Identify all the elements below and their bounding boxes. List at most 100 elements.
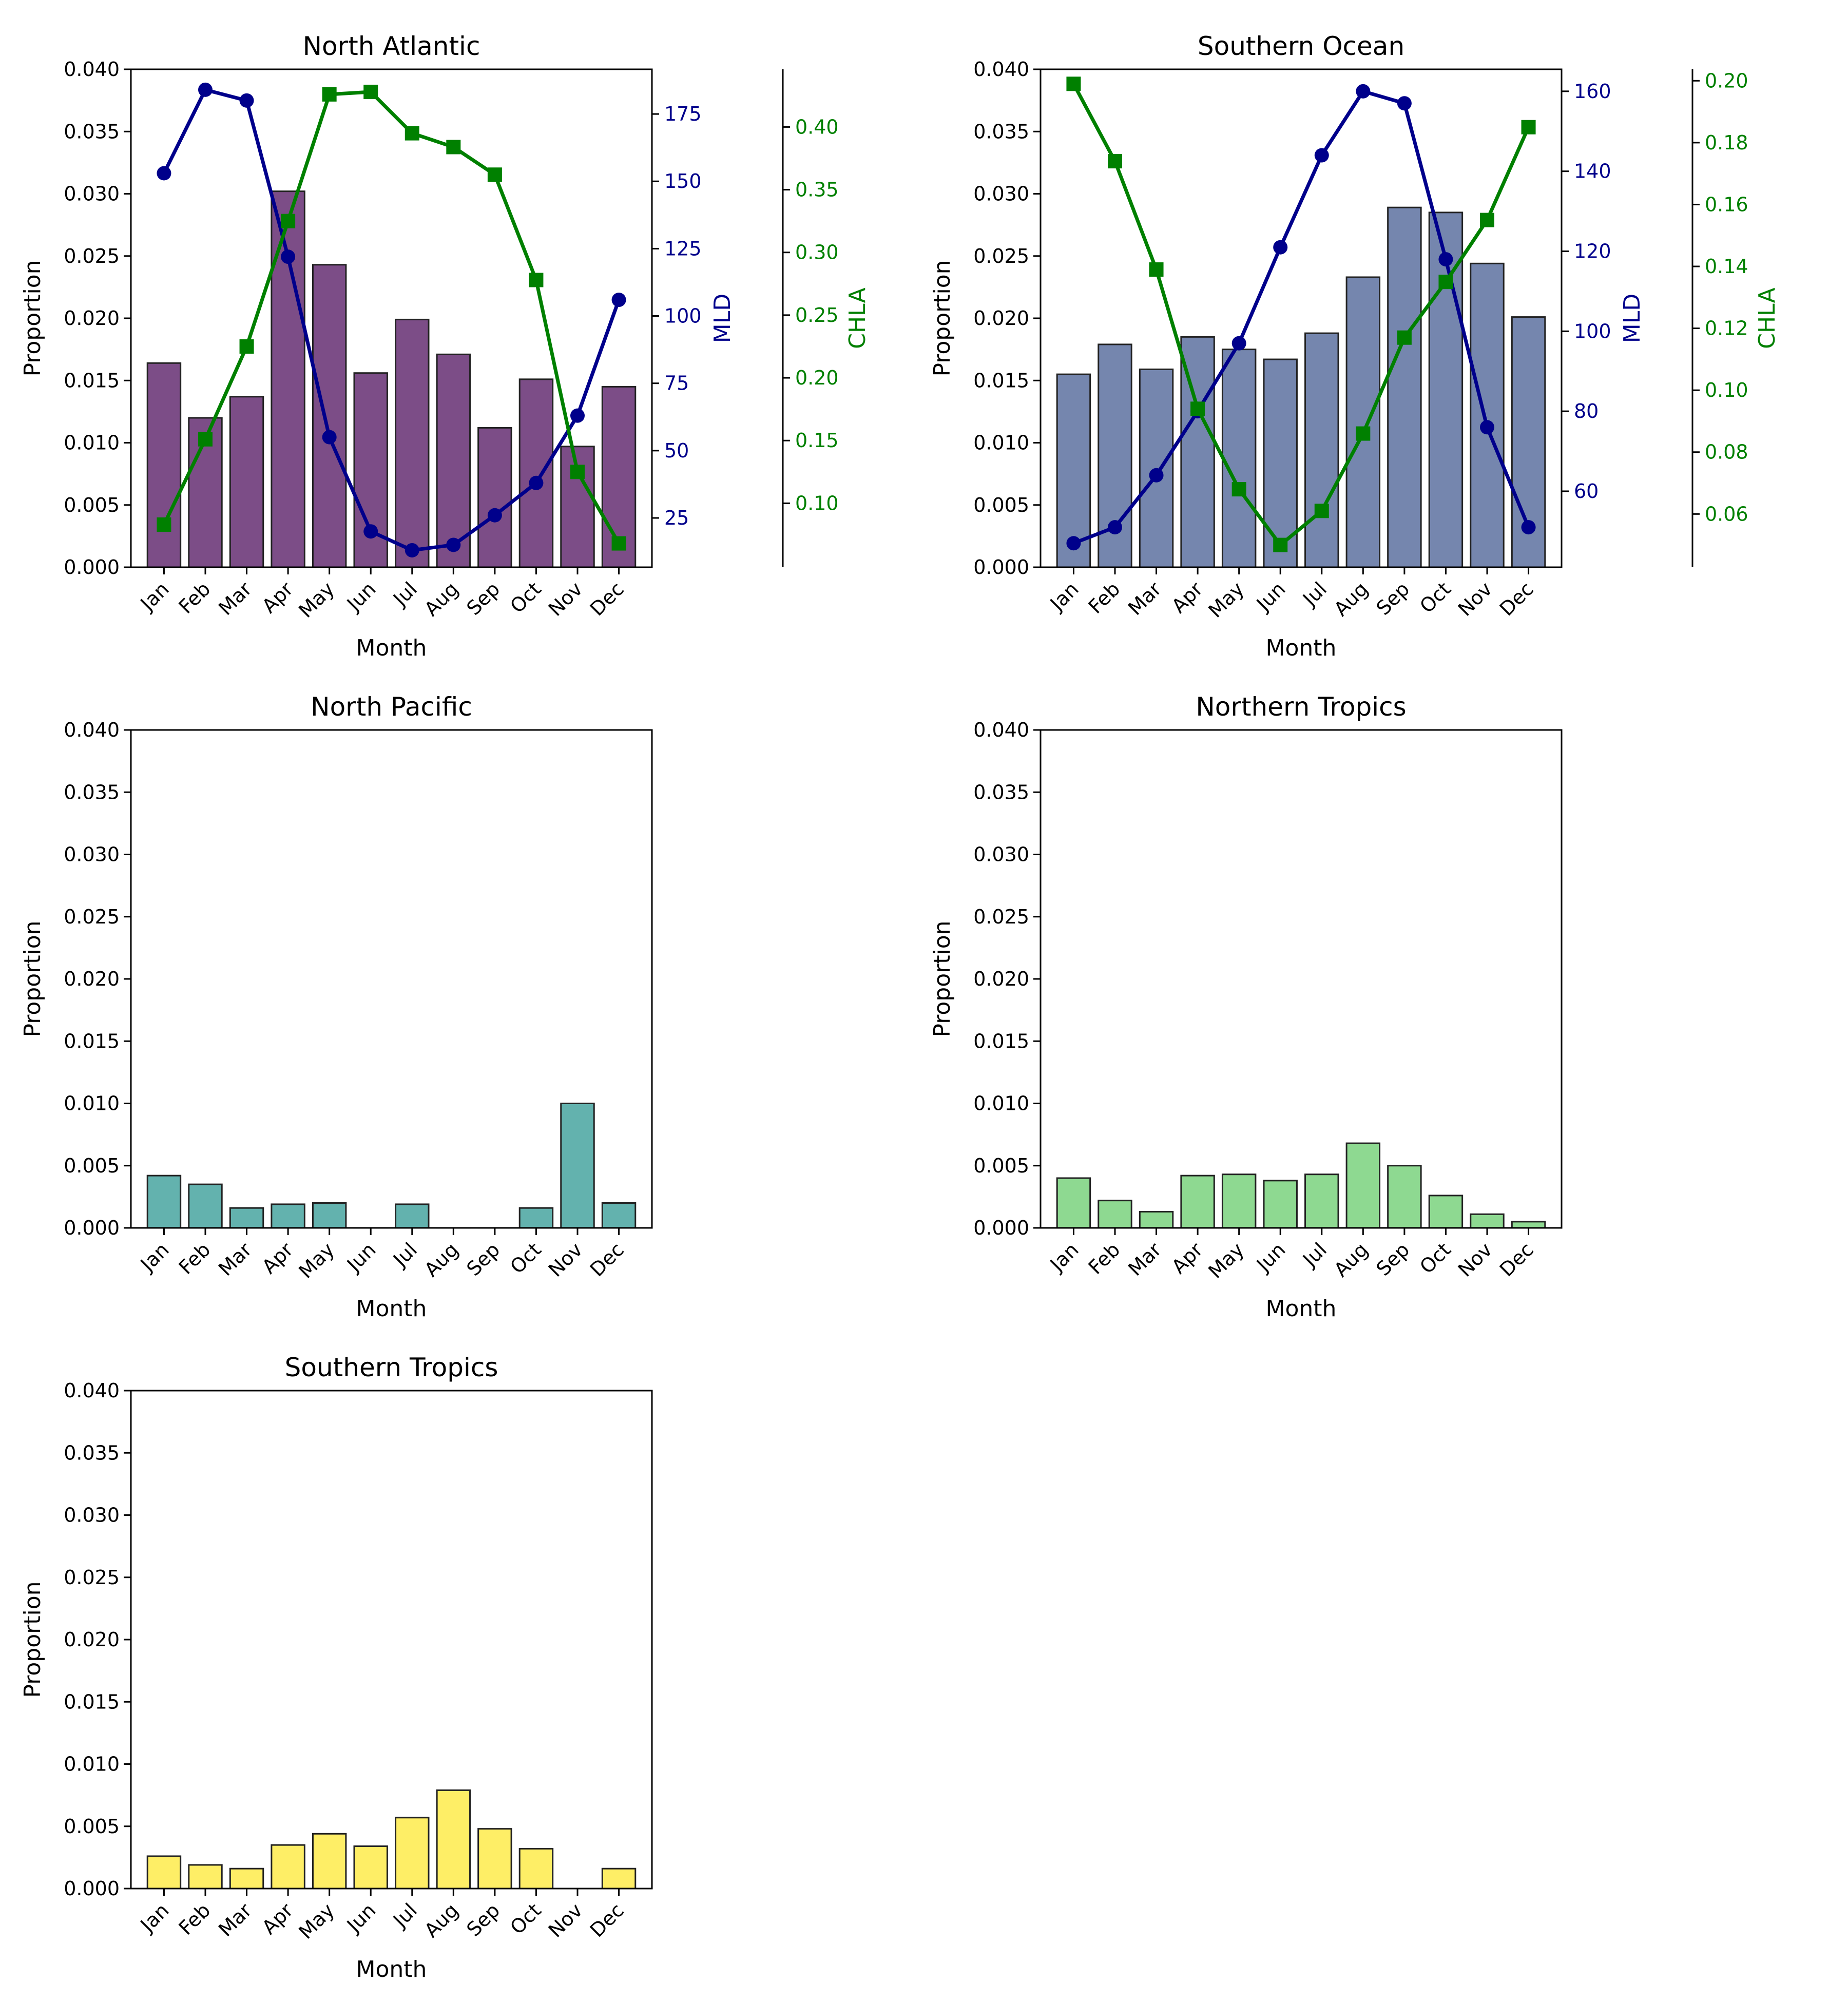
y-tick-label: 0.000 xyxy=(64,556,120,579)
x-tick-label: Aug xyxy=(420,578,463,621)
y-tick-label: 0.040 xyxy=(973,719,1029,741)
y-tick-label: 0.030 xyxy=(64,1504,120,1527)
mld-point xyxy=(529,475,544,490)
mld-tick-label: 140 xyxy=(1574,160,1611,183)
chla-tick-label: 0.12 xyxy=(1705,317,1748,340)
chla-point xyxy=(1480,213,1494,227)
bar xyxy=(518,1207,554,1229)
y-tick-label: 0.010 xyxy=(64,1753,120,1776)
panel-northern-tropics: 0.000 0.005 0.010 0.015 0.020 0.025 0.030 0.035… xyxy=(929,692,1563,1322)
chla-tick-label: 0.15 xyxy=(795,429,839,452)
y-tick-label: 0.010 xyxy=(973,1092,1029,1115)
y-tick-label: 0.000 xyxy=(973,556,1029,579)
x-tick-label: Sep xyxy=(462,1899,504,1941)
bar xyxy=(146,1175,182,1229)
x-tick-label: Dec xyxy=(586,578,628,620)
y-tick-label: 0.025 xyxy=(973,906,1029,928)
mld-point xyxy=(157,166,171,181)
chla-point xyxy=(281,214,296,228)
bar xyxy=(395,318,430,568)
x-tick-label: Jul xyxy=(388,1899,421,1932)
chla-point xyxy=(529,273,544,287)
x-tick-label: Apr xyxy=(1167,578,1207,618)
y-tick-label: 0.035 xyxy=(64,781,120,803)
x-tick-label: Oct xyxy=(1415,1238,1455,1278)
panel-north-atlantic: 0.000 0.005 0.010 0.015 0.020 0.025 0.030 0.035… xyxy=(20,31,871,661)
bar xyxy=(601,1868,637,1890)
chart-title: North Pacific xyxy=(311,692,472,722)
chla-point xyxy=(1273,537,1288,552)
y-tick-label: 0.000 xyxy=(64,1217,120,1239)
bar xyxy=(395,1817,430,1890)
mld-tick-label: 75 xyxy=(664,372,689,395)
x-tick-label: Nov xyxy=(1454,1238,1497,1281)
chart-title: Northern Tropics xyxy=(1196,692,1406,722)
chla-point xyxy=(239,339,254,354)
mld-point xyxy=(1273,240,1288,255)
x-tick-label: Feb xyxy=(175,1238,215,1279)
x-tick-label: Mar xyxy=(214,578,256,620)
x-tick-label: Dec xyxy=(586,1899,628,1941)
chla-tick-label: 0.10 xyxy=(795,492,839,514)
y-tick-label: 0.025 xyxy=(64,1566,120,1589)
chla-tick-label: 0.40 xyxy=(795,116,839,138)
bar xyxy=(560,1103,595,1229)
x-tick-label: Dec xyxy=(586,1238,628,1281)
mld-point xyxy=(1108,520,1122,535)
panel-southern-tropics: 0.000 0.005 0.010 0.015 0.020 0.025 0.030 0.035… xyxy=(20,1353,653,1982)
x-tick-label: Jul xyxy=(1298,1238,1331,1272)
chla-point xyxy=(1438,275,1453,290)
chla-point xyxy=(611,536,626,551)
chla-point xyxy=(1397,330,1412,345)
y-tick-label: 0.005 xyxy=(64,1815,120,1838)
bar xyxy=(1387,206,1422,568)
mld-tick-label: 125 xyxy=(664,237,702,260)
y-tick-label: 0.015 xyxy=(64,1690,120,1713)
bar xyxy=(353,1845,388,1890)
bar xyxy=(188,1864,223,1890)
x-tick-label: Mar xyxy=(1124,1238,1166,1280)
x-tick-label: Jan xyxy=(136,1238,174,1276)
x-tick-label: Dec xyxy=(1495,578,1538,620)
chla-tick-label: 0.10 xyxy=(1705,379,1748,401)
mld-tick-label: 25 xyxy=(664,507,689,529)
bar xyxy=(436,1789,471,1890)
mld-tick-label: 120 xyxy=(1574,240,1611,262)
y-tick-label: 0.030 xyxy=(64,183,120,205)
x-tick-label: Feb xyxy=(1084,1238,1125,1279)
y-tick-label: 0.000 xyxy=(973,1217,1029,1239)
chla-tick-label: 0.18 xyxy=(1705,131,1748,154)
y-tick-label: 0.010 xyxy=(973,432,1029,454)
chla-tick-label: 0.20 xyxy=(795,367,839,389)
chla-point xyxy=(1521,120,1536,134)
mld-tick-label: 60 xyxy=(1574,480,1599,503)
x-tick-label: Jun xyxy=(1252,578,1290,616)
mld-point xyxy=(1521,520,1536,535)
mld-tick-label: 100 xyxy=(664,305,702,328)
x-tick-label: Oct xyxy=(506,1238,546,1278)
y-tick-label: 0.025 xyxy=(64,906,120,928)
x-tick-label: Dec xyxy=(1495,1238,1538,1281)
mld-point xyxy=(1066,536,1081,551)
mld-point xyxy=(570,408,585,423)
x-tick-label: Jun xyxy=(1252,1238,1290,1277)
chla-point xyxy=(1356,426,1371,441)
y-tick-label: 0.005 xyxy=(64,1154,120,1177)
mld-tick-label: 175 xyxy=(664,103,702,125)
x-tick-label: Nov xyxy=(544,1899,587,1942)
bar xyxy=(229,1868,264,1890)
chla-point xyxy=(198,432,213,447)
y-tick-label: 0.020 xyxy=(64,1628,120,1651)
x-tick-label: Jul xyxy=(388,1238,421,1272)
x-tick-label: Oct xyxy=(1415,578,1455,618)
panel-southern-ocean: 0.000 0.005 0.010 0.015 0.020 0.025 0.030 0.035… xyxy=(929,31,1780,661)
mld-tick-label: 50 xyxy=(664,439,689,462)
x-tick-label: Sep xyxy=(462,1238,504,1280)
bar xyxy=(271,1844,305,1890)
mld-point xyxy=(1231,336,1246,351)
mld-point xyxy=(1480,420,1494,435)
chla-tick-label: 0.20 xyxy=(1705,69,1748,92)
x-tick-label: Jul xyxy=(388,578,421,611)
mld-point xyxy=(322,430,337,445)
x-tick-label: May xyxy=(294,1238,339,1283)
